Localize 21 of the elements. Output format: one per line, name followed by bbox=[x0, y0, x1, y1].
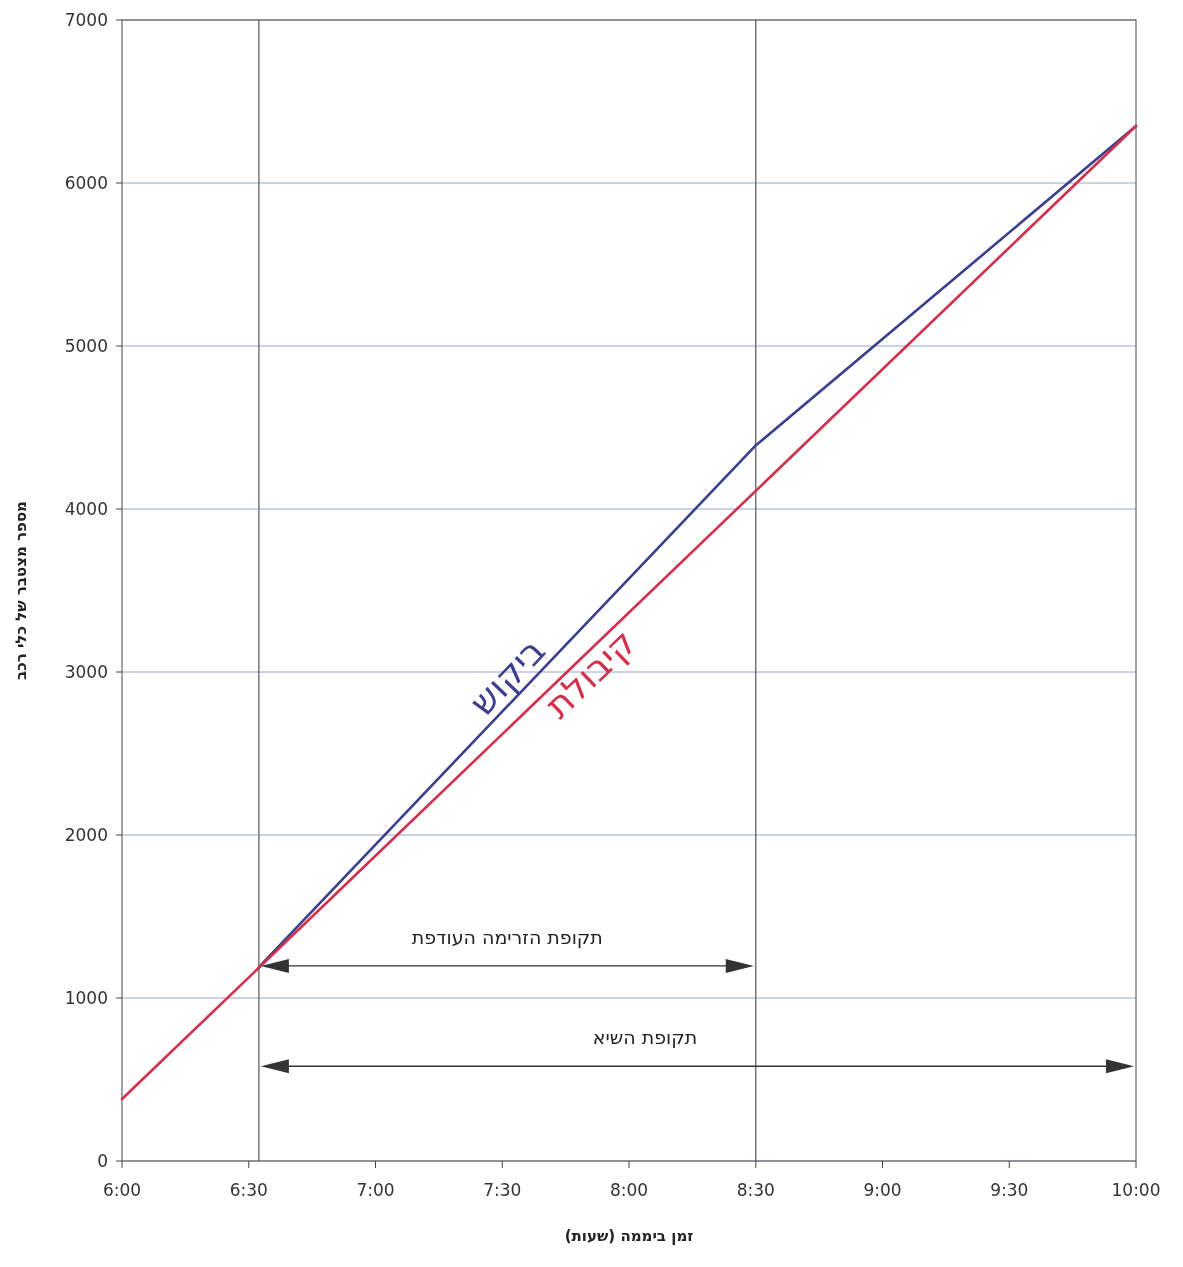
x-tick-label: 8:30 bbox=[736, 1180, 775, 1200]
y-tick-label: 3000 bbox=[64, 662, 108, 682]
y-axis-title: מספר מצטבר של כלי רכב bbox=[12, 501, 30, 680]
annotation: תקופת השיא bbox=[592, 1026, 698, 1049]
y-tick-label: 5000 bbox=[64, 336, 108, 356]
x-tick-label: 10:00 bbox=[1111, 1180, 1161, 1200]
y-tick-label: 7000 bbox=[64, 10, 108, 30]
x-tick-label: 9:00 bbox=[863, 1180, 902, 1200]
x-axis-title: זמן ביממה (שעות) bbox=[564, 1227, 694, 1245]
x-tick-label: 7:00 bbox=[356, 1180, 395, 1200]
y-tick-label: 6000 bbox=[64, 173, 108, 193]
x-tick-label: 6:00 bbox=[102, 1180, 142, 1200]
x-tick-label: 8:00 bbox=[609, 1180, 649, 1200]
x-tick-label: 6:30 bbox=[229, 1180, 268, 1200]
x-tick-label: 9:30 bbox=[990, 1180, 1029, 1200]
y-tick-label: 0 bbox=[97, 1151, 108, 1171]
y-tick-label: 4000 bbox=[64, 499, 108, 519]
annotation: תקופת הזרימה העודפת bbox=[411, 925, 603, 948]
y-tick-label: 1000 bbox=[64, 988, 108, 1008]
x-tick-label: 7:30 bbox=[483, 1180, 522, 1200]
y-tick-label: 2000 bbox=[64, 825, 108, 845]
